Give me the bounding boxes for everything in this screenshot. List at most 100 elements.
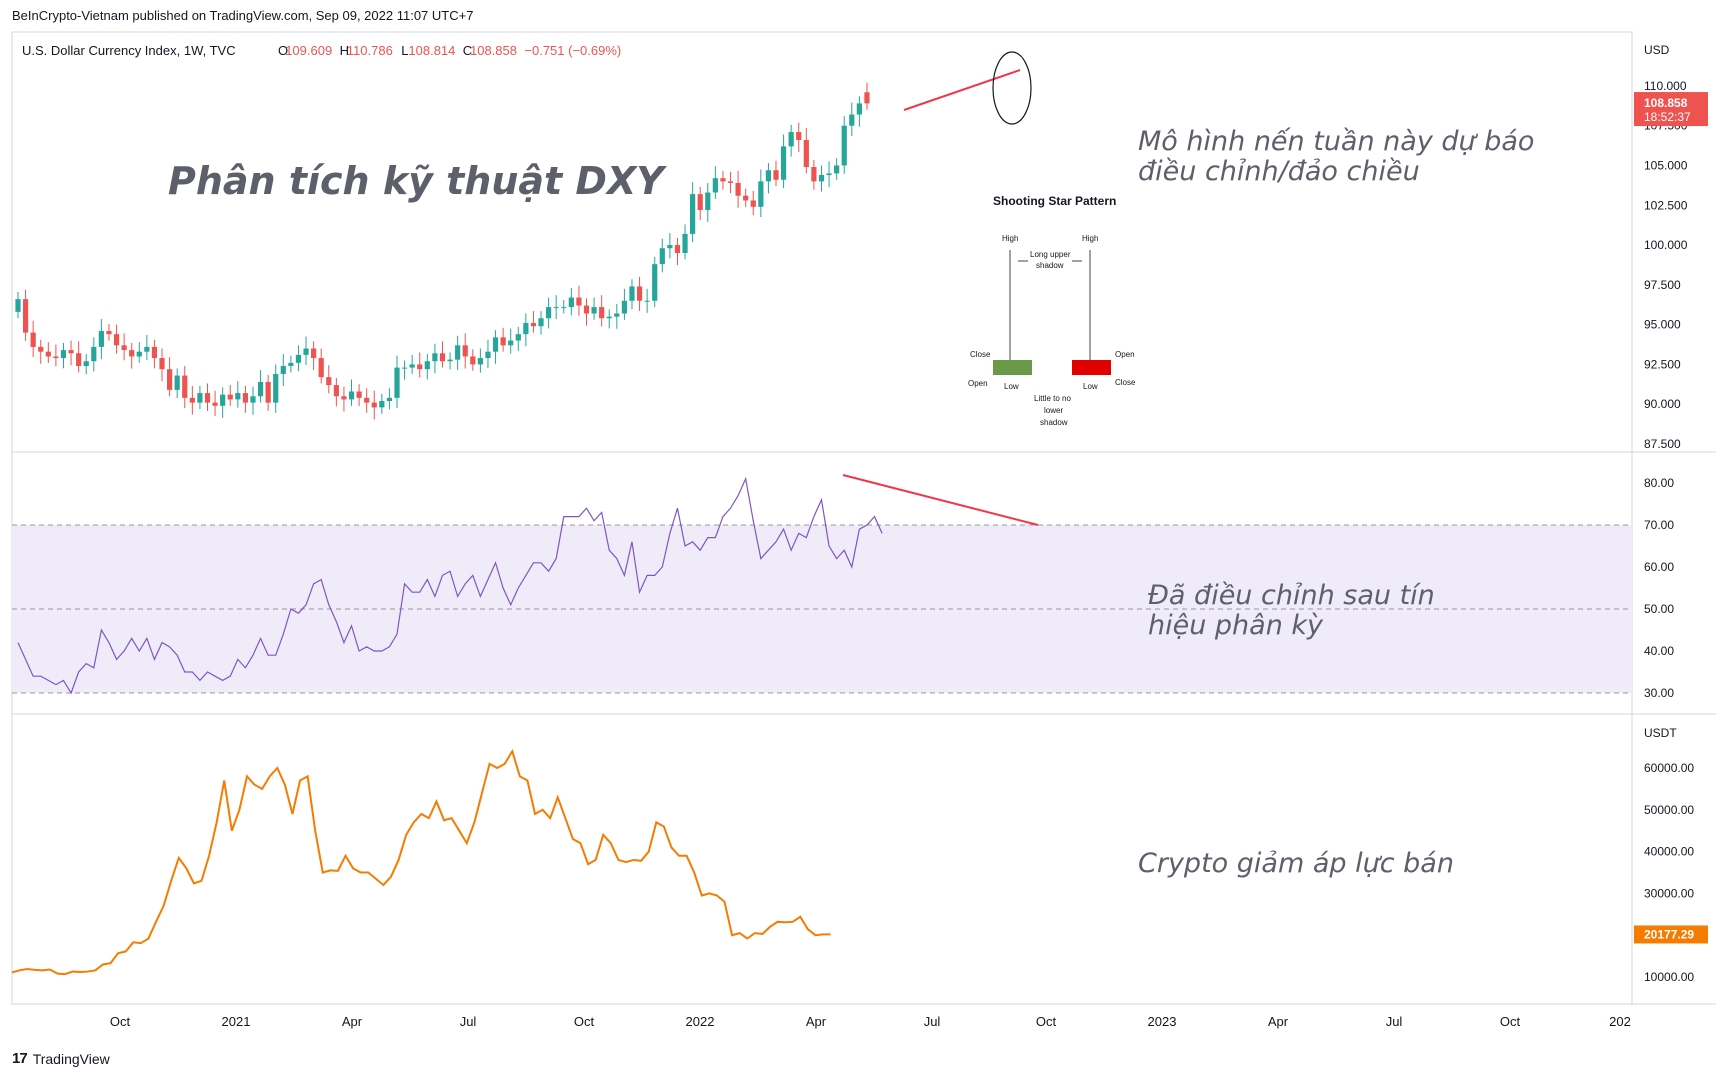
candle-body — [189, 397, 195, 403]
diagram-red-candle — [1072, 360, 1111, 375]
candle-body — [811, 167, 817, 182]
candle-body — [38, 346, 44, 352]
candle-body — [652, 264, 658, 301]
btc-tick-label: 10000.00 — [1644, 970, 1694, 984]
price-trend-line — [903, 69, 1021, 111]
candle-body — [455, 345, 461, 360]
candle-body — [326, 377, 332, 386]
diagram-label: Low — [1004, 382, 1019, 391]
legend-change: −0.751 (−0.69%) — [524, 43, 621, 58]
btc-line — [11, 748, 831, 976]
price-tick-label: 100.000 — [1644, 238, 1688, 252]
candle-body — [462, 345, 468, 357]
candle-body — [91, 346, 97, 362]
rsi-line — [17, 476, 883, 695]
candle-body — [15, 299, 21, 312]
candle-body — [864, 92, 870, 104]
annotation-candle-note: điều chỉnh/đảo chiều — [1138, 156, 1420, 187]
candle-body — [257, 381, 264, 397]
btc-last-badge — [1634, 925, 1708, 944]
candle-body — [576, 297, 582, 306]
diagram-label: Open — [1115, 350, 1135, 359]
candle-body — [394, 367, 400, 398]
candle-body — [568, 297, 574, 308]
candle-body — [45, 351, 51, 357]
price-tick-label: 97.500 — [1644, 278, 1681, 292]
price-tick-label: 90.000 — [1644, 397, 1681, 411]
diagram-label: Close — [1115, 378, 1136, 387]
price-tick-label: 92.500 — [1644, 357, 1681, 371]
candle-body — [849, 114, 855, 126]
diagram-label: Low — [1083, 382, 1098, 391]
candle-body — [280, 366, 286, 374]
candle-body — [432, 353, 438, 362]
time-tick-label: Apr — [1268, 1014, 1289, 1029]
candle-body — [644, 300, 650, 302]
rsi-trend-line — [842, 474, 1039, 526]
legend-o-label: O — [278, 43, 288, 58]
candle-body — [690, 194, 696, 234]
legend-l-label: L — [401, 43, 408, 58]
candle-body — [477, 358, 483, 365]
diagram-label: Close — [970, 350, 991, 359]
last-price-timer: 18:52:37 — [1644, 110, 1691, 124]
candle-body — [60, 350, 67, 359]
time-tick-label: 2021 — [222, 1014, 251, 1029]
diagram-green-candle — [993, 360, 1032, 375]
time-tick-label: Apr — [806, 1014, 827, 1029]
candle-body — [348, 391, 355, 400]
candle-body — [318, 358, 324, 378]
candle-body — [758, 181, 764, 207]
candle-body — [818, 175, 825, 182]
candle-body — [424, 361, 430, 370]
time-tick-label: Jul — [1386, 1014, 1403, 1029]
annotation-candle-note: Mô hình nến tuần này dự báo — [1138, 126, 1534, 157]
candle-body — [439, 353, 446, 362]
legend-high: 110.786 — [347, 43, 393, 58]
time-tick-label: Oct — [1036, 1014, 1057, 1029]
time-tick-label: 2023 — [1148, 1014, 1177, 1029]
rsi-tick-label: 80.00 — [1644, 476, 1674, 490]
candle-body — [485, 351, 491, 359]
candle-body — [182, 375, 188, 398]
candle-body — [636, 286, 643, 301]
candle-body — [583, 305, 590, 314]
candle-body — [530, 323, 537, 327]
diagram-title: Shooting Star Pattern — [993, 194, 1116, 208]
candle-body — [743, 195, 749, 201]
candle-body — [712, 178, 718, 193]
candle-body — [30, 332, 36, 347]
candle-body — [303, 348, 309, 355]
btc-tick-label: 50000.00 — [1644, 803, 1694, 817]
rsi-tick-label: 30.00 — [1644, 686, 1674, 700]
candle-body — [803, 139, 809, 168]
time-tick-label: Jul — [924, 1014, 941, 1029]
price-tick-label: 110.000 — [1644, 79, 1687, 93]
candle-body — [227, 394, 233, 400]
candle-body — [167, 369, 173, 390]
candle-body — [151, 346, 158, 359]
tradingview-logo[interactable]: 17 TradingView — [12, 1050, 110, 1067]
btc-tick-label: 60000.00 — [1644, 761, 1694, 775]
btc-axis-unit: USDT — [1644, 726, 1677, 740]
highlight-circle — [992, 51, 1032, 125]
candle-body — [220, 394, 226, 406]
diagram-label: High — [1082, 234, 1098, 243]
candle-body — [174, 375, 180, 390]
price-axis-unit: USD — [1644, 43, 1670, 57]
diagram-label: shadow — [1036, 261, 1064, 270]
candle-body — [515, 334, 521, 341]
legend-h-label: H — [340, 43, 349, 58]
candle-body — [83, 361, 89, 367]
candle-body — [599, 307, 605, 319]
candle-body — [98, 330, 104, 347]
annotation-title: Phân tích kỹ thuật DXY — [168, 159, 667, 203]
candle-body — [356, 391, 362, 398]
last-price-badge — [1634, 92, 1708, 127]
candle-body — [242, 393, 248, 403]
time-tick-label: Oct — [1500, 1014, 1521, 1029]
candle-body — [773, 170, 779, 180]
price-tick-label: 95.000 — [1644, 318, 1681, 332]
candle-body — [780, 146, 787, 180]
